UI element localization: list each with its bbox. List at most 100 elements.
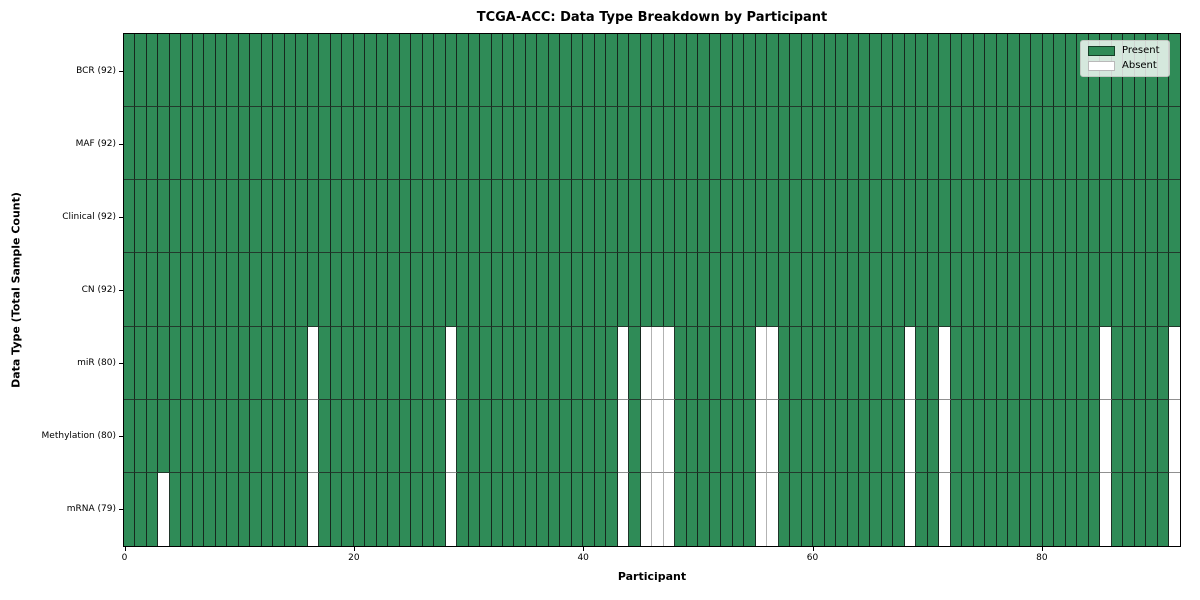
matrix-cell — [744, 326, 756, 400]
matrix-cell — [525, 34, 538, 108]
matrix-cell — [778, 180, 791, 254]
matrix-cell — [721, 472, 733, 546]
matrix-cell — [881, 180, 894, 254]
matrix-cell — [560, 472, 572, 546]
matrix-cell — [790, 107, 802, 181]
matrix-cell — [192, 326, 205, 400]
matrix-cell — [388, 253, 400, 327]
matrix-cell — [640, 326, 653, 400]
matrix-cell — [675, 253, 687, 327]
matrix-cell — [594, 107, 607, 181]
matrix-cell — [755, 107, 768, 181]
matrix-cell — [296, 326, 308, 400]
matrix-cell — [307, 34, 320, 108]
matrix-cell — [744, 399, 756, 473]
matrix-cell — [135, 399, 147, 473]
matrix-cell — [284, 180, 297, 254]
matrix-cell — [514, 326, 526, 400]
matrix-row — [124, 472, 1180, 546]
matrix-cell — [709, 326, 722, 400]
matrix-cell — [663, 34, 676, 108]
matrix-cell — [640, 253, 653, 327]
matrix-cell — [870, 326, 882, 400]
matrix-cell — [514, 107, 526, 181]
matrix-cell — [606, 107, 618, 181]
matrix-cell — [560, 399, 572, 473]
matrix-cell — [250, 472, 262, 546]
matrix-cell — [422, 107, 435, 181]
matrix-cell — [388, 399, 400, 473]
matrix-cell — [698, 253, 710, 327]
matrix-cell — [686, 34, 699, 108]
matrix-cell — [606, 34, 618, 108]
absent-swatch-icon — [1088, 61, 1115, 71]
matrix-cell — [284, 34, 297, 108]
matrix-cell — [709, 34, 722, 108]
matrix-cell — [342, 253, 354, 327]
matrix-cell — [859, 399, 871, 473]
matrix-cell — [215, 253, 228, 327]
x-tick-mark — [124, 547, 126, 551]
matrix-cell — [330, 399, 343, 473]
matrix-cell — [238, 34, 251, 108]
matrix-cell — [836, 253, 848, 327]
matrix-cell — [640, 472, 653, 546]
matrix-cell — [939, 180, 951, 254]
matrix-cell — [261, 34, 274, 108]
matrix-cell — [204, 399, 216, 473]
matrix-cell — [675, 107, 687, 181]
matrix-cell — [273, 326, 285, 400]
matrix-cell — [468, 472, 481, 546]
matrix-cell — [744, 253, 756, 327]
matrix-cell — [238, 107, 251, 181]
y-tick-label: miR (80) — [77, 358, 116, 368]
matrix-cell — [158, 472, 170, 546]
matrix-cell — [1019, 34, 1032, 108]
matrix-cell — [916, 472, 928, 546]
matrix-cell — [158, 326, 170, 400]
matrix-cell — [434, 399, 446, 473]
matrix-cell — [813, 107, 825, 181]
matrix-cell — [1100, 326, 1112, 400]
matrix-cell — [996, 326, 1009, 400]
matrix-cell — [927, 399, 940, 473]
matrix-cell — [445, 326, 458, 400]
matrix-cell — [146, 326, 159, 400]
matrix-cell — [1031, 253, 1043, 327]
matrix-cell — [859, 180, 871, 254]
matrix-cell — [571, 326, 584, 400]
matrix-cell — [675, 326, 687, 400]
matrix-cell — [732, 326, 745, 400]
y-tick-label: Methylation (80) — [41, 431, 116, 441]
matrix-cell — [893, 472, 905, 546]
matrix-cell — [307, 399, 320, 473]
matrix-cell — [881, 326, 894, 400]
matrix-cell — [388, 180, 400, 254]
matrix-cell — [698, 472, 710, 546]
matrix-cell — [215, 180, 228, 254]
matrix-cell — [698, 107, 710, 181]
matrix-cell — [973, 472, 986, 546]
matrix-cell — [824, 253, 837, 327]
matrix-cell — [767, 326, 779, 400]
matrix-cell — [617, 180, 630, 254]
matrix-cell — [411, 472, 423, 546]
matrix-cell — [307, 107, 320, 181]
matrix-cell — [1134, 326, 1147, 400]
matrix-cell — [732, 399, 745, 473]
matrix-cell — [238, 326, 251, 400]
matrix-cell — [365, 180, 377, 254]
matrix-cell — [1054, 34, 1066, 108]
matrix-cell — [135, 34, 147, 108]
matrix-cell — [399, 253, 412, 327]
matrix-cell — [273, 253, 285, 327]
matrix-cell — [411, 326, 423, 400]
matrix-cell — [583, 326, 595, 400]
plot-area — [123, 33, 1181, 547]
matrix-cell — [480, 34, 492, 108]
matrix-cell — [996, 399, 1009, 473]
matrix-cell — [709, 472, 722, 546]
matrix-cell — [238, 399, 251, 473]
matrix-cell — [1123, 326, 1135, 400]
